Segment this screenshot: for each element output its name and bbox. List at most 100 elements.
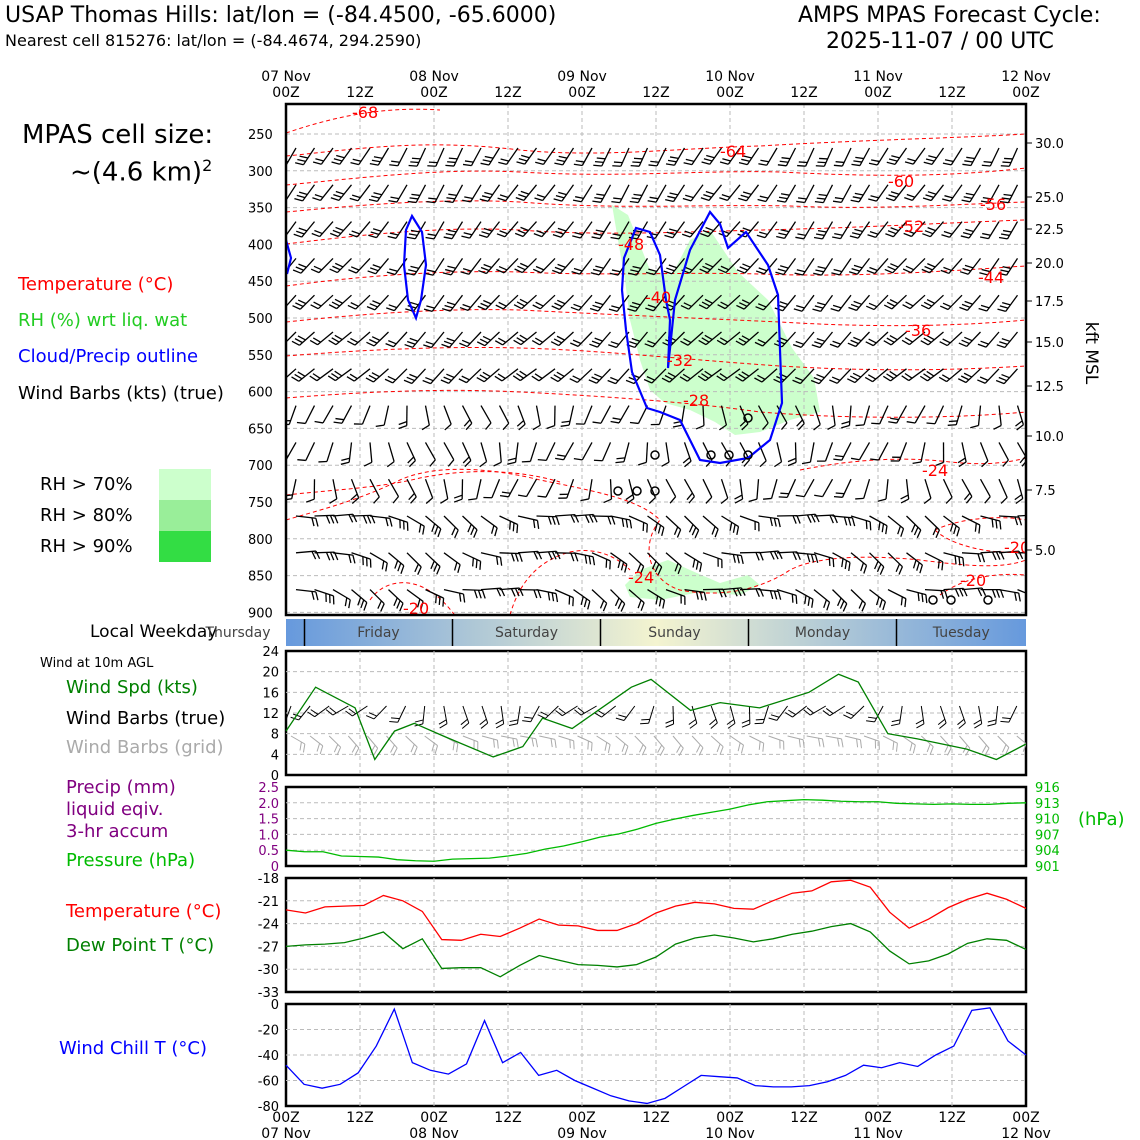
wind-barb	[869, 552, 885, 575]
wind-barb	[551, 294, 574, 311]
wind-barb	[318, 442, 334, 463]
wind-barb	[679, 368, 704, 382]
legend-temperature: Temperature (°C)	[18, 274, 174, 295]
wind-barb	[425, 221, 445, 240]
temperature-contour	[286, 108, 441, 134]
wind-barb	[554, 589, 574, 607]
wind-barb	[310, 294, 334, 310]
legend-rh90-swatch	[159, 531, 211, 562]
wind-barb	[832, 515, 856, 527]
wind-barb	[438, 705, 448, 729]
wind-barb	[882, 368, 907, 382]
temperature-label: Temperature (°C)	[66, 901, 222, 922]
y-tick: -18	[258, 872, 279, 887]
wind-barb	[292, 257, 315, 274]
wind-barb	[309, 735, 324, 755]
wind-barb	[425, 552, 441, 575]
wind-barb	[532, 257, 556, 274]
wind-barb	[286, 479, 297, 501]
wind-barb	[476, 368, 500, 383]
wind-barb	[758, 147, 778, 166]
wind-barb	[653, 735, 665, 756]
wind-barb	[386, 294, 408, 312]
wind-barb	[513, 331, 537, 346]
wind-barb	[294, 184, 316, 202]
wind-barb	[943, 515, 960, 537]
wind-speed-line	[285, 673, 1027, 761]
wind-barb	[672, 735, 684, 756]
wind-barb	[886, 147, 908, 166]
wind-barb	[665, 184, 686, 203]
wind-barb	[537, 442, 556, 462]
wind-barb	[998, 478, 1008, 504]
wind-barb	[709, 705, 718, 729]
wind-barb	[327, 368, 352, 382]
wind-barb	[996, 331, 1019, 349]
wind-barb	[537, 705, 559, 719]
wind-barb	[477, 294, 500, 311]
wind-barb	[648, 147, 667, 167]
wind-barb	[615, 442, 630, 464]
wind-barb	[768, 705, 789, 721]
wind-barb	[610, 405, 630, 424]
wind-barb	[295, 147, 316, 166]
wind-barb	[297, 442, 316, 462]
time-tick-top: 00Z	[1012, 85, 1039, 101]
wind-barb	[887, 515, 905, 537]
wind-barb	[307, 705, 330, 718]
wind-barb	[573, 552, 596, 566]
wind-barb	[981, 147, 1000, 167]
wind-barb	[531, 331, 556, 346]
rh70-region-low	[625, 560, 760, 600]
cloud-outline-1	[286, 239, 293, 275]
wind-barb	[906, 405, 926, 424]
legend-rh80-label: RH > 80%	[40, 505, 133, 526]
wind-barb	[534, 184, 556, 202]
wind-barb	[887, 552, 904, 575]
wind-barb	[328, 294, 352, 310]
wind-barb	[480, 147, 501, 166]
wind-barb	[827, 405, 836, 431]
wind-barb	[539, 735, 557, 748]
wind-barb	[572, 184, 593, 203]
wind-barb	[847, 331, 870, 348]
wind-barb	[610, 221, 630, 240]
precip-symbol	[706, 450, 716, 460]
wind-barb	[443, 221, 464, 240]
wind-barb	[806, 735, 825, 748]
dewpoint-label: Dew Point T (°C)	[66, 935, 215, 956]
wind-barb	[721, 552, 744, 564]
wind-barb	[977, 368, 1000, 384]
wind-barb	[794, 405, 805, 431]
wind-barb	[365, 368, 389, 383]
precip-symbol	[632, 486, 642, 496]
time-tick-top: 12Z	[346, 85, 373, 101]
wind-barb	[367, 257, 389, 275]
wind-barb	[388, 552, 405, 574]
pressure-tick: 600	[248, 386, 273, 401]
wind-barb	[739, 515, 760, 532]
temperature-contour	[286, 219, 1026, 245]
temperature-contour	[286, 346, 1026, 371]
wind-barb	[295, 515, 319, 527]
wind-barb	[603, 479, 613, 504]
time-tick-bottom: 12Z	[938, 1110, 965, 1126]
wind-barb	[386, 442, 395, 468]
wind-barb	[481, 735, 499, 749]
wind-barb	[369, 147, 390, 166]
wind-barb	[532, 294, 556, 310]
wind-barb	[663, 257, 686, 275]
temperature-contour	[939, 573, 1026, 596]
temperature-contour-label: -36	[905, 321, 931, 340]
wind-barb	[345, 705, 368, 717]
wind-barb	[650, 405, 667, 426]
wind-barb	[979, 478, 991, 504]
wind-barb	[1015, 405, 1025, 431]
wind-barb	[822, 705, 846, 717]
height-tick: 15.0	[1035, 336, 1064, 351]
temperature-contour	[286, 133, 1026, 157]
temperature-contour	[286, 200, 1026, 213]
precip-symbol	[650, 450, 660, 460]
wind-barb	[555, 442, 575, 461]
wind-barb	[730, 735, 744, 754]
